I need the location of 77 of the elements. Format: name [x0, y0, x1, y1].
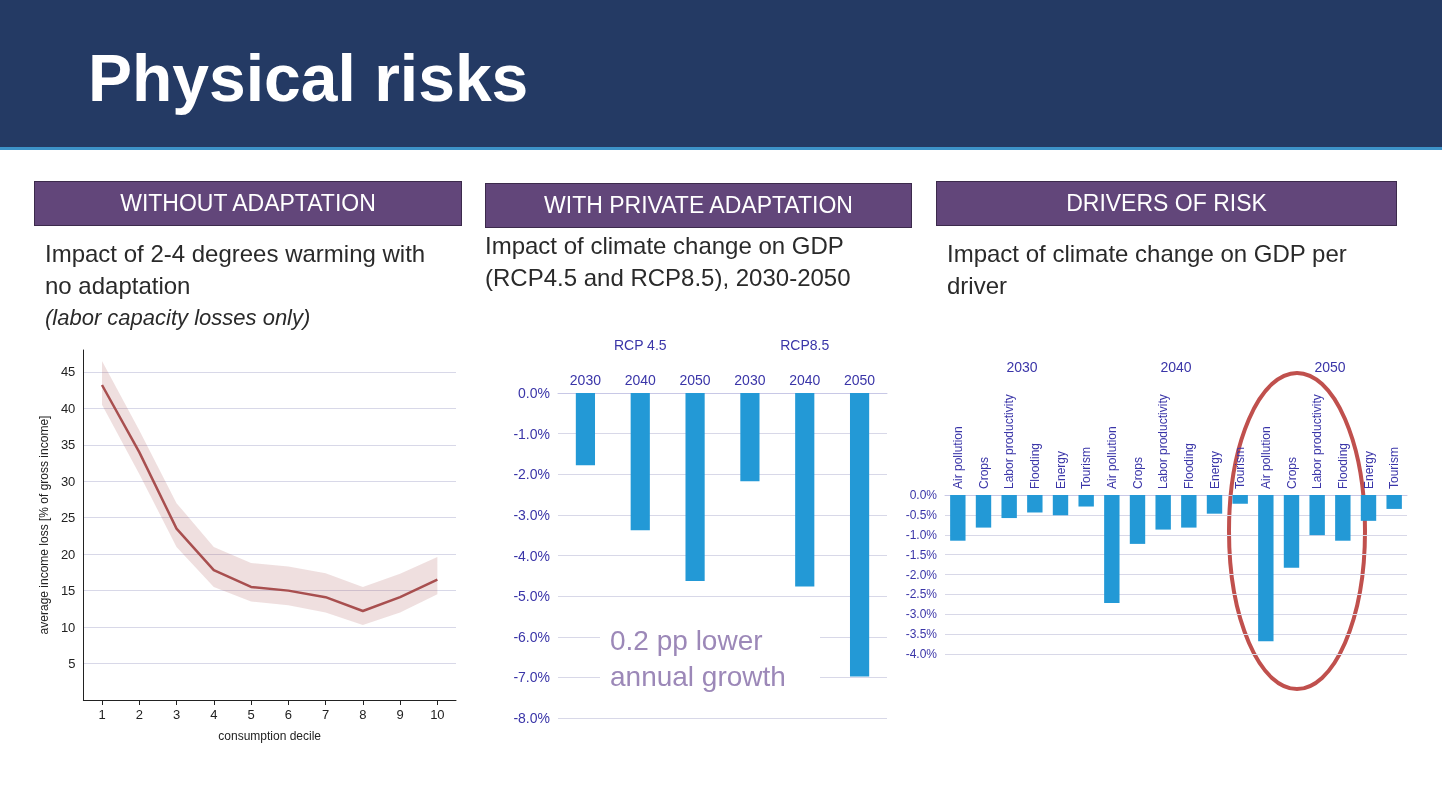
chart-subtitle: Impact of climate change on GDP (RCP4.5 and RCP8.5), 2030-2050	[485, 231, 852, 293]
y-tick-label: 20	[60, 546, 76, 562]
x-tick-label: 2040	[789, 372, 821, 388]
x-tick-label: 2030	[734, 372, 766, 388]
x-tick-label: 2050	[679, 372, 711, 388]
x-tick-label: 4	[210, 707, 218, 722]
chart-subtitle: Impact of 2-4 degrees warming with no adaptation	[45, 239, 427, 301]
x-tick-label: 2040	[624, 372, 657, 388]
x-tick-label: Tourism	[1233, 446, 1248, 489]
y-tick-label: -3.0%	[905, 607, 938, 622]
x-tick-label: Crops	[1130, 456, 1145, 489]
y-tick-label: -4.0%	[513, 547, 550, 564]
chart-subtitle: Impact of climate change on GDP per driver	[947, 239, 1348, 301]
x-tick-label: Labor productivity	[1156, 394, 1171, 489]
y-tick-label: -5.0%	[513, 588, 550, 605]
annotation: 0.2 pp lower annual growth	[610, 624, 786, 692]
x-tick-label: 3	[172, 707, 181, 722]
y-tick-label: 45	[60, 364, 76, 380]
y-tick-label: -6.0%	[513, 628, 550, 645]
y-tick-label: -3.0%	[513, 506, 550, 523]
text: (labor capacity losses only)	[45, 305, 311, 331]
x-tick-label: Flooding	[1181, 442, 1196, 489]
y-tick-label: 0.0%	[518, 385, 550, 401]
x-tick-label: Labor productivity	[1002, 394, 1017, 489]
y-tick-label: 0.0%	[909, 488, 938, 502]
x-tick-label: Tourism	[1079, 446, 1094, 489]
y-tick-label: 25	[60, 510, 76, 526]
x-tick-label: Crops	[976, 456, 991, 489]
x-tick-label: Energy	[1207, 450, 1222, 489]
text: 2050	[1314, 359, 1346, 375]
x-tick-label: 10	[430, 707, 445, 722]
x-tick-label: Energy	[1361, 450, 1376, 489]
x-tick-label: Tourism	[1387, 446, 1402, 489]
text: Physical risks	[88, 40, 529, 117]
y-tick-label: -4.0%	[905, 647, 938, 661]
y-tick-label: 35	[60, 437, 76, 453]
x-tick-label: Flooding	[1027, 442, 1042, 489]
y-tick-label: -7.0%	[513, 669, 550, 686]
y-tick-label: 15	[60, 583, 76, 599]
y-tick-label: 40	[60, 400, 76, 416]
x-tick-label: Labor productivity	[1310, 394, 1325, 489]
y-tick-label: 5	[68, 656, 76, 672]
y-tick-label: -1.5%	[905, 547, 938, 562]
text: RCP8.5	[780, 337, 830, 353]
y-axis-title: average income loss [% of gross income]	[37, 415, 51, 635]
chart-title: WITHOUT ADAPTATION	[34, 181, 462, 226]
x-tick-label: 2030	[569, 372, 602, 388]
x-tick-label: 6	[284, 707, 292, 722]
x-tick-label: 8	[359, 707, 367, 722]
chart-title: WITH PRIVATE ADAPTATION	[485, 183, 912, 228]
x-tick-label: Crops	[1284, 456, 1299, 489]
x-tick-label: 1	[98, 707, 106, 722]
x-tick-label: 5	[247, 707, 255, 722]
x-tick-label: Air pollution	[1104, 426, 1119, 489]
y-tick-label: -2.0%	[905, 567, 938, 582]
x-axis-title: consumption decile	[218, 729, 322, 743]
y-tick-label: -2.5%	[905, 587, 938, 602]
y-tick-label: -8.0%	[513, 710, 550, 726]
y-tick-label: -0.5%	[905, 507, 938, 522]
chart-title: DRIVERS OF RISK	[936, 181, 1397, 226]
x-tick-label: Energy	[1053, 450, 1068, 489]
y-tick-label: -3.5%	[905, 627, 938, 642]
x-tick-label: Flooding	[1335, 442, 1350, 489]
x-tick-label: 2050	[844, 372, 876, 388]
y-tick-label: -2.0%	[513, 466, 550, 483]
x-tick-label: 9	[396, 707, 404, 722]
y-tick-label: -1.0%	[905, 527, 938, 542]
y-tick-label: 10	[60, 619, 76, 635]
y-tick-label: -1.0%	[513, 425, 550, 442]
x-tick-label: 2	[135, 707, 143, 722]
text: 2040	[1160, 359, 1192, 375]
text: 2030	[1006, 359, 1038, 375]
y-tick-label: 30	[60, 473, 76, 489]
x-tick-label: 7	[321, 707, 330, 722]
x-tick-label: Air pollution	[950, 426, 965, 489]
text: RCP 4.5	[613, 337, 667, 353]
x-tick-label: Air pollution	[1258, 426, 1273, 489]
